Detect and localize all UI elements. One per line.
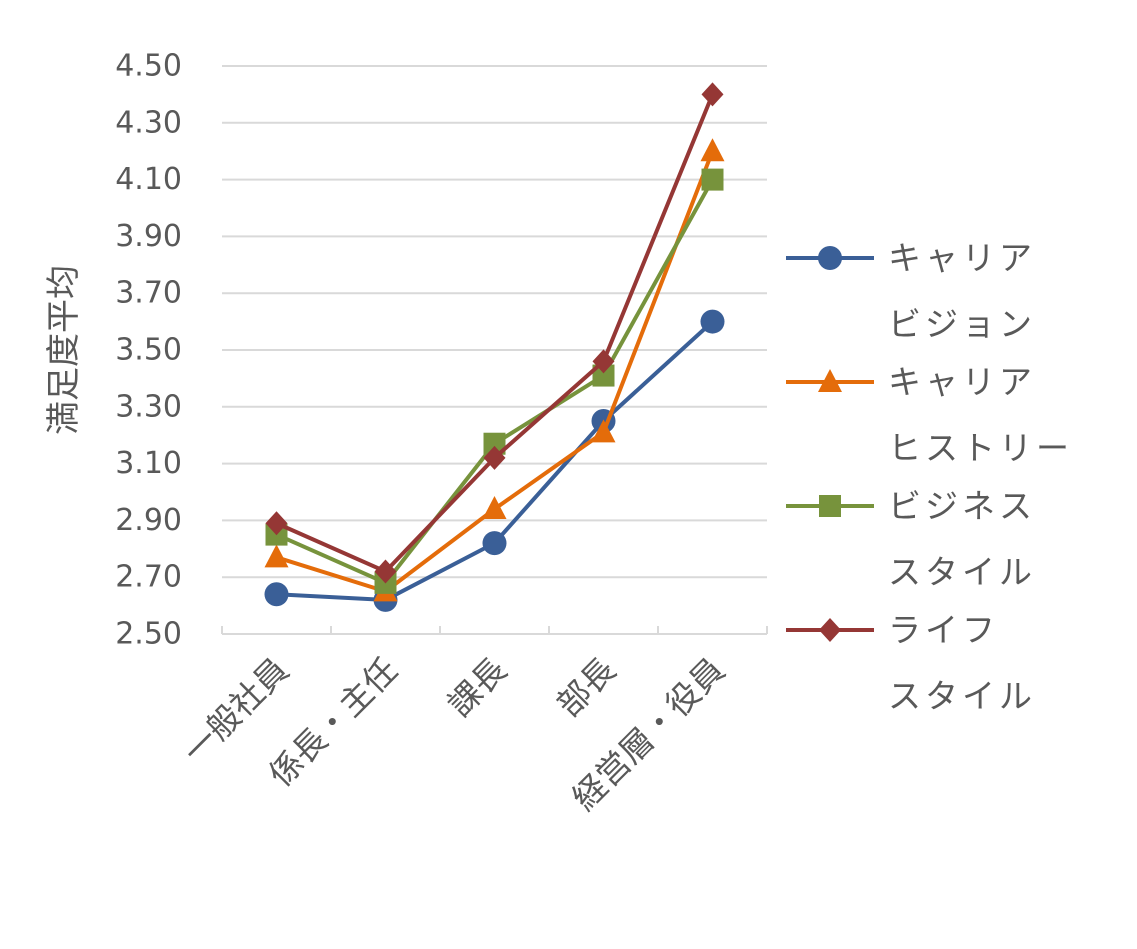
legend-label: ビジョン [888, 305, 1036, 344]
legend-label: ビジネス [888, 487, 1036, 526]
legend-label: ヒストリー [888, 429, 1073, 468]
data-point [700, 309, 725, 334]
series [264, 138, 725, 602]
y-tick-label: 2.50 [115, 617, 182, 652]
x-tick-label: 部長 [549, 650, 623, 724]
y-tick-label: 4.30 [115, 105, 182, 140]
x-tick-label: 課長 [440, 650, 514, 724]
y-tick-label: 3.30 [115, 389, 182, 424]
data-point [264, 544, 289, 568]
data-point [374, 559, 397, 584]
y-tick-label: 3.90 [115, 219, 182, 254]
data-point [482, 496, 507, 520]
data-point [701, 82, 724, 107]
data-point [483, 445, 506, 470]
legend-marker [818, 369, 842, 392]
legend-marker [819, 618, 841, 642]
gridlines [222, 65, 767, 579]
data-point [264, 582, 289, 607]
y-tick-label: 3.50 [115, 333, 182, 368]
data-point [592, 364, 615, 387]
legend-label: キャリア [888, 239, 1036, 278]
y-tick-label: 3.10 [115, 446, 182, 481]
y-axis-label: 満足度平均 [44, 265, 84, 435]
data-point [701, 168, 724, 191]
y-tick-label: 4.50 [115, 49, 182, 84]
data-point [700, 138, 725, 162]
series-group [264, 82, 725, 612]
data-point [482, 531, 507, 556]
legend-label: スタイル [888, 677, 1036, 716]
series-line [275, 150, 715, 594]
legend-label: キャリア [888, 363, 1036, 402]
data-point [592, 349, 615, 374]
y-tick-label: 2.70 [115, 560, 182, 595]
data-point [591, 419, 616, 443]
legend-label: ライフ [888, 611, 999, 650]
x-axis [221, 626, 768, 635]
y-tick-label: 4.10 [115, 162, 182, 197]
data-point [265, 511, 288, 536]
y-tick-label: 2.90 [115, 503, 182, 538]
y-axis-ticks: 2.50 2.70 2.90 3.10 3.30 3.50 3.70 3.90 4.10 4.30… [115, 49, 182, 652]
y-tick-label: 3.70 [115, 276, 182, 311]
legend-marker [818, 246, 842, 270]
legend-marker [819, 495, 841, 517]
data-point [483, 432, 506, 455]
legend-label: スタイル [888, 553, 1036, 592]
series [265, 82, 724, 584]
